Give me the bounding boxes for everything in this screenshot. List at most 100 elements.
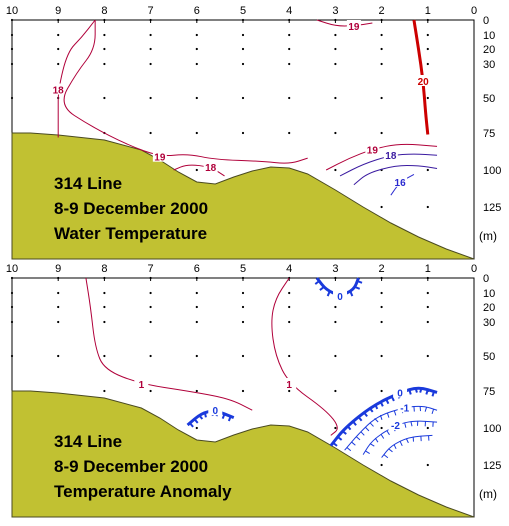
contour-line [271, 277, 338, 436]
contour-label-bg [333, 289, 348, 301]
station-tick-label: 3 [332, 5, 338, 17]
contour-hachure [337, 436, 343, 441]
contour-label-bg [397, 401, 412, 413]
contour-label-bg [282, 378, 297, 389]
sample-point [195, 389, 198, 393]
contour-hachure [346, 447, 352, 452]
contour-line [339, 153, 438, 177]
contour-line [344, 405, 438, 451]
contour-label-bg [203, 161, 218, 173]
contour-label-bg [346, 20, 361, 31]
sample-point [334, 47, 337, 51]
contour-hachure [221, 413, 226, 419]
sample-point [380, 131, 383, 135]
station-tick-label: 7 [148, 5, 154, 17]
contour-hachure [369, 422, 374, 427]
sample-point [103, 33, 106, 37]
contour-line [316, 19, 373, 27]
sample-point [334, 33, 337, 37]
sample-point [149, 18, 152, 22]
contour-hachure [374, 404, 379, 410]
depth-tick-label: 30 [483, 317, 495, 329]
contour-hachure [319, 286, 325, 291]
sample-point [241, 18, 245, 22]
sample-point [241, 305, 245, 309]
sample-point [426, 18, 429, 22]
contour-hachure [332, 442, 338, 447]
sample-point [241, 389, 245, 393]
contour-hachure [390, 396, 395, 402]
sample-point [103, 291, 106, 295]
sample-point [10, 354, 14, 358]
sample-point [10, 47, 14, 51]
sample-point [380, 62, 383, 66]
sample-point [334, 320, 337, 324]
contour-label-bg [152, 150, 167, 162]
contour-line [362, 420, 438, 455]
sample-point [57, 276, 60, 280]
sample-point [380, 33, 383, 37]
station-tick-label: 4 [286, 5, 292, 17]
station-tick-label: 9 [55, 5, 61, 17]
contour-hachure [408, 389, 412, 395]
contour-label: 0 [212, 406, 218, 417]
depth-tick-label: 10 [483, 288, 495, 300]
depth-tick-label: 50 [483, 351, 495, 363]
contour-label: 19 [367, 145, 379, 156]
station-tick-label: 6 [194, 263, 200, 275]
sample-point [288, 291, 291, 295]
contour-hachure [404, 422, 407, 428]
contour-hachure [341, 430, 347, 435]
contour-label-bg [393, 386, 408, 398]
contour-hachure [388, 448, 393, 453]
depth-unit-label: (m) [479, 229, 497, 243]
sample-point [288, 47, 291, 51]
sample-point [195, 96, 198, 100]
station-tick-label: 5 [240, 5, 246, 17]
depth-tick-label: 125 [483, 460, 501, 472]
sample-point [334, 305, 337, 309]
sample-point [426, 62, 429, 66]
sample-point [10, 62, 14, 66]
contour-label: 0 [397, 388, 403, 399]
sample-point [380, 205, 383, 209]
depth-tick-label: 75 [483, 386, 495, 398]
contour-hachure [352, 420, 357, 426]
contour-hachure [365, 426, 370, 432]
chart-title-line: Water Temperature [54, 224, 207, 243]
depth-tick-label: 20 [483, 44, 495, 56]
contour-label: 1 [286, 380, 292, 391]
contour-label: 19 [154, 153, 166, 164]
depth-tick-label: 0 [483, 273, 489, 285]
contour-label-bg [416, 75, 431, 86]
station-tick-label: 9 [55, 263, 61, 275]
sample-point [380, 291, 383, 295]
contour-hachure [349, 291, 354, 297]
station-tick-label: 0 [471, 5, 477, 17]
contour-hachure [314, 280, 320, 285]
contour-hachure [419, 387, 423, 393]
station-tick-label: 8 [101, 5, 107, 17]
sample-point [288, 389, 291, 393]
contour-label-bg [365, 143, 380, 155]
sample-point [241, 276, 245, 280]
sample-point [380, 96, 383, 100]
contour-label: 19 [348, 22, 360, 33]
sample-point [195, 18, 198, 22]
contour-hachure [346, 425, 352, 431]
depth-tick-label: 75 [483, 128, 495, 140]
contour-label: 16 [395, 178, 407, 189]
sample-point [241, 96, 245, 100]
depth-tick-label: 100 [483, 423, 501, 435]
sample-point [288, 96, 291, 100]
contour-hachure [198, 414, 204, 420]
sample-point [288, 62, 291, 66]
contour-line [57, 19, 96, 138]
contour-line [325, 143, 438, 171]
sample-point [241, 131, 245, 135]
station-tick-label: 4 [286, 263, 292, 275]
contour-hachure [365, 450, 370, 455]
chart-title-line: 8-9 December 2000 [54, 457, 208, 476]
sample-point [241, 47, 245, 51]
contour-hachure [383, 454, 389, 459]
